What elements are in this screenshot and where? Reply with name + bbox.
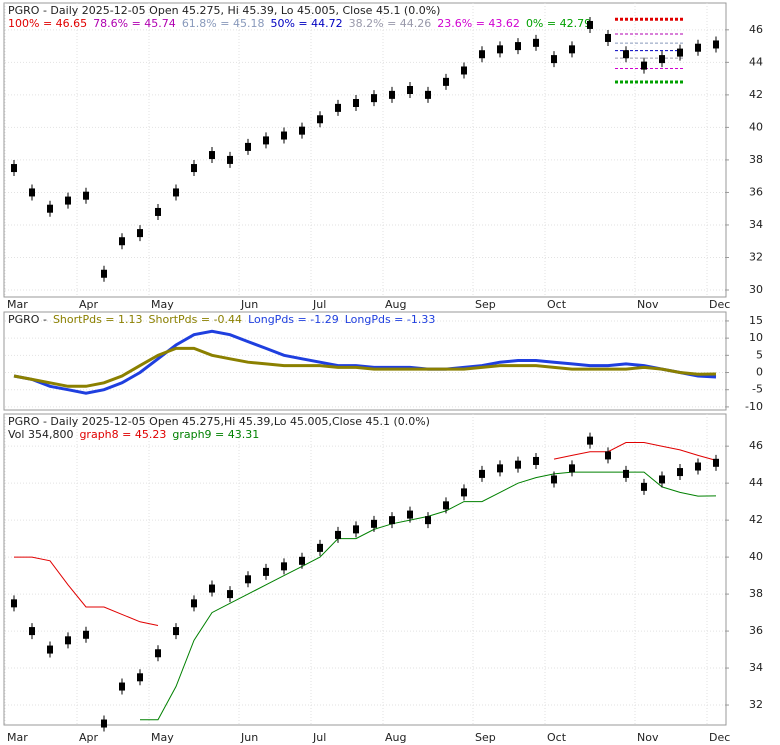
x-tick-label: Dec — [709, 298, 730, 311]
volume-text: Vol 354,800 — [8, 428, 73, 441]
x-tick-label: Aug — [385, 731, 406, 744]
x-tick-label: Mar — [7, 731, 28, 744]
y-tick-label: 46 — [749, 23, 763, 36]
title-text: PGRO - Daily 2025-12-05 Open 45.275,Hi 4… — [8, 415, 430, 428]
level-labels: 100% = 46.65 78.6% = 45.74 61.8% = 45.18 50… — [8, 17, 591, 30]
title-text: PGRO - Daily 2025-12-05 Open 45.275, Hi … — [8, 4, 440, 17]
x-tick-label: Dec — [709, 731, 730, 744]
legend-entry: LongPds = -1.29 — [248, 313, 339, 326]
y-tick-label: 0 — [756, 366, 763, 379]
level-label: 100% = 46.65 — [8, 17, 87, 30]
level-label: 38.2% = 44.26 — [349, 17, 432, 30]
level-label: 78.6% = 45.74 — [93, 17, 176, 30]
x-tick-label: Jul — [312, 731, 326, 744]
x-tick-label: Apr — [79, 731, 99, 744]
y-tick-label: 42 — [749, 513, 763, 526]
legend-entry: graph9 = 43.31 — [172, 428, 259, 441]
panel-title: PGRO - Daily 2025-12-05 Open 45.275, Hi … — [8, 4, 440, 17]
series-line — [13, 346, 717, 388]
x-tick-label: Nov — [637, 731, 659, 744]
x-tick-label: Mar — [7, 298, 28, 311]
y-tick-label: 44 — [749, 476, 763, 489]
y-tick-label: 5 — [756, 348, 763, 361]
x-tick-label: May — [151, 731, 174, 744]
panel-frame — [3, 413, 727, 726]
legend-entry: ShortPds = 1.13 — [53, 313, 143, 326]
y-tick-label: -5 — [752, 383, 763, 396]
series-line — [14, 442, 717, 626]
plot-layer: 30 32 34 36 38 40 42 44 46 Mar Apr May Jun Jul Aug Sep O… — [4, 3, 763, 744]
legend-entry: LongPds = -1.33 — [345, 313, 436, 326]
level-label: 0% = 42.79 — [526, 17, 591, 30]
x-tick-label: Oct — [547, 298, 567, 311]
title-text: PGRO - — [8, 313, 47, 326]
x-tick-label: Apr — [79, 298, 99, 311]
x-tick-label: Jun — [240, 731, 258, 744]
y-tick-label: 10 — [749, 331, 763, 344]
panel-title: PGRO - Daily 2025-12-05 Open 45.275,Hi 4… — [8, 415, 430, 428]
x-tick-label: May — [151, 298, 174, 311]
y-tick-label: 42 — [749, 88, 763, 101]
level-label: 23.6% = 43.62 — [437, 17, 520, 30]
y-tick-label: 34 — [749, 661, 763, 674]
y-tick-label: 44 — [749, 55, 763, 68]
x-tick-label: Sep — [475, 731, 496, 744]
x-tick-label: Jun — [240, 298, 258, 311]
x-tick-label: Aug — [385, 298, 406, 311]
x-tick-label: Oct — [547, 731, 567, 744]
legend-entry: graph8 = 45.23 — [79, 428, 166, 441]
legend-entry: ShortPds = -0.44 — [149, 313, 243, 326]
y-tick-label: 30 — [749, 283, 763, 296]
y-tick-label: 15 — [749, 314, 763, 327]
y-tick-label: 34 — [749, 218, 763, 231]
x-tick-label: Nov — [637, 298, 659, 311]
panel-frame — [3, 311, 727, 411]
y-tick-label: 36 — [749, 185, 763, 198]
y-tick-label: 36 — [749, 624, 763, 637]
panel-subtitle: Vol 354,800 graph8 = 45.23 graph9 = 43.31 — [8, 428, 259, 441]
y-tick-label: 32 — [749, 698, 763, 711]
y-tick-label: 32 — [749, 250, 763, 263]
y-tick-label: 38 — [749, 587, 763, 600]
x-tick-label: Jul — [312, 298, 326, 311]
panel-frame — [3, 2, 727, 298]
y-tick-label: 40 — [749, 550, 763, 563]
y-tick-label: -10 — [745, 400, 763, 413]
level-label: 50% = 44.72 — [270, 17, 342, 30]
level-label: 61.8% = 45.18 — [182, 17, 265, 30]
y-tick-label: 46 — [749, 439, 763, 452]
y-tick-label: 38 — [749, 153, 763, 166]
x-tick-label: Sep — [475, 298, 496, 311]
panel-title: PGRO - ShortPds = 1.13 ShortPds = -0.44 Lon… — [8, 313, 435, 326]
y-tick-label: 40 — [749, 120, 763, 133]
series-line — [13, 329, 717, 395]
